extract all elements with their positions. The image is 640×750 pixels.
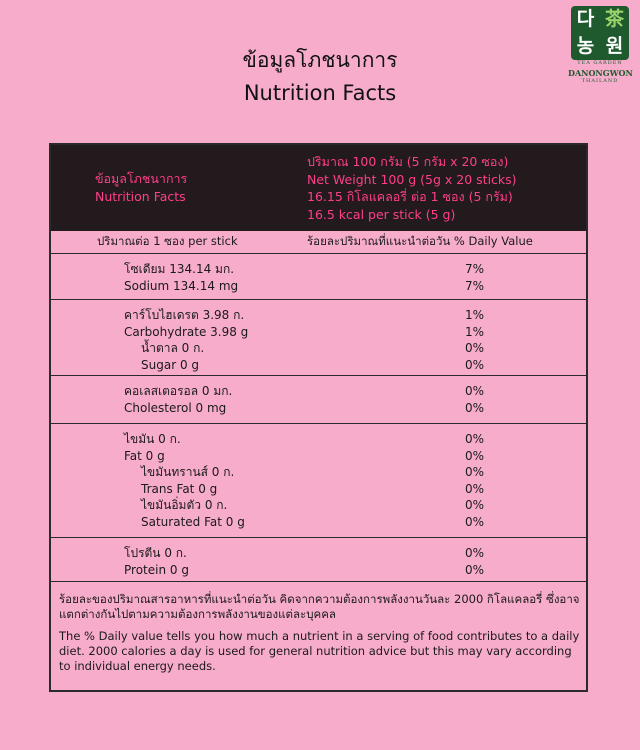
logo-glyph: 茶 (604, 8, 624, 30)
daily-value-percent: 7% (465, 278, 485, 293)
daily-value-percent: 1% (465, 324, 485, 339)
nutrient-row: Saturated Fat 0 g 0% (51, 514, 586, 531)
logo-glyph: 다 (576, 8, 595, 30)
nutrient-name: Protein 0 g (124, 562, 189, 577)
title-thai: ข้อมูลโภชนาการ (242, 48, 398, 72)
calories-thai: 16.15 กิโลแคลอรี่ ต่อ 1 ซอง (5 กรัม) (307, 189, 513, 204)
nutrient-row: โซเดียม 134.14 มก. 7% (51, 261, 586, 278)
nutrient-name: โปรตีน 0 ก. (124, 546, 187, 560)
logo-glyph: 농 (576, 35, 595, 57)
daily-value-percent: 1% (465, 308, 485, 322)
logo-mark: 다 茶 농 원 (571, 6, 629, 60)
daily-value-percent: 0% (465, 498, 485, 512)
daily-value-percent: 0% (465, 562, 485, 577)
nutrient-row: Carbohydrate 3.98 g 1% (51, 324, 586, 341)
footnote: ร้อยละของปริมาณสารอาหารที่แนะนำต่อวัน คิ… (51, 582, 586, 674)
nutrient-row: ไขมัน 0 ก. 0% (51, 431, 586, 448)
nutrient-name: น้ำตาล 0 ก. (141, 341, 205, 355)
nutrient-row: ไขมันทรานส์ 0 ก. 0% (51, 464, 586, 481)
logo-brand-name: DANONGWON (568, 68, 633, 78)
column-header-row: ปริมาณต่อ 1 ซอง per stick ร้อยละปริมาณที… (51, 231, 586, 254)
nutrition-facts-panel: ข้อมูลโภชนาการ Nutrition Facts ปริมาณ 10… (49, 143, 588, 692)
panel-header: ข้อมูลโภชนาการ Nutrition Facts ปริมาณ 10… (51, 145, 586, 231)
nutrient-section: โซเดียม 134.14 มก. 7% Sodium 134.14 mg 7% (51, 254, 586, 300)
nutrient-row: ไขมันอิ่มตัว 0 ก. 0% (51, 497, 586, 514)
nutrient-row: Sodium 134.14 mg 7% (51, 278, 586, 295)
daily-value-percent: 0% (465, 514, 485, 529)
daily-value-percent: 0% (465, 341, 485, 355)
daily-value-header: ร้อยละปริมาณที่แนะนำต่อวัน % Daily Value (307, 234, 533, 248)
serving-info: ปริมาณ 100 กรัม (5 กรัม x 20 ซอง) Net We… (307, 153, 517, 223)
nutrient-row: Trans Fat 0 g 0% (51, 481, 586, 498)
nutrient-section: คอเลสเตอรอล 0 มก. 0% Cholesterol 0 mg 0% (51, 376, 586, 424)
nutrient-section: คาร์โบไฮเดรต 3.98 ก. 1% Carbohydrate 3.98 … (51, 300, 586, 376)
nutrient-name: ไขมันทรานส์ 0 ก. (141, 465, 235, 479)
daily-value-percent: 0% (465, 481, 485, 496)
nutrient-section: ไขมัน 0 ก. 0% Fat 0 g 0% ไขมันทรานส์ 0 ก. 0% T… (51, 424, 586, 538)
nutrient-name: Sodium 134.14 mg (124, 278, 239, 293)
logo-glyph: 원 (605, 35, 624, 57)
daily-value-percent: 0% (465, 546, 485, 560)
nutrient-name: Sugar 0 g (141, 357, 200, 372)
nutrient-name: Fat 0 g (124, 448, 165, 463)
nutrient-name: คาร์โบไฮเดรต 3.98 ก. (124, 308, 245, 322)
nutrient-sections: โซเดียม 134.14 มก. 7% Sodium 134.14 mg 7% คา… (51, 254, 586, 582)
per-serving-header: ปริมาณต่อ 1 ซอง per stick (97, 234, 238, 248)
daily-value-percent: 0% (465, 357, 485, 372)
nutrient-row: โปรตีน 0 ก. 0% (51, 545, 586, 562)
nutrient-name: Cholesterol 0 mg (124, 400, 227, 415)
calories-english: 16.5 kcal per stick (5 g) (307, 206, 456, 222)
header-label-thai: ข้อมูลโภชนาการ (95, 171, 188, 186)
title-english: Nutrition Facts (243, 81, 397, 105)
footnote-english: The % Daily value tells you how much a n… (59, 629, 580, 673)
page-title: ข้อมูลโภชนาการ Nutrition Facts (0, 44, 640, 110)
daily-value-percent: 0% (465, 384, 485, 398)
nutrient-row: Fat 0 g 0% (51, 448, 586, 465)
nutrient-row: Cholesterol 0 mg 0% (51, 400, 586, 417)
logo-region: THAILAND (581, 78, 619, 84)
nutrient-name: ไขมัน 0 ก. (124, 432, 181, 446)
nutrient-row: คอเลสเตอรอล 0 มก. 0% (51, 383, 586, 400)
net-weight-thai: ปริมาณ 100 กรัม (5 กรัม x 20 ซอง) (307, 154, 509, 169)
header-label: ข้อมูลโภชนาการ Nutrition Facts (51, 170, 307, 206)
nutrient-row: คาร์โบไฮเดรต 3.98 ก. 1% (51, 307, 586, 324)
nutrient-row: Protein 0 g 0% (51, 562, 586, 579)
net-weight-english: Net Weight 100 g (5g x 20 sticks) (307, 171, 517, 187)
brand-logo: 다 茶 농 원 TEA GARDEN DANONGWON THAILAND (568, 6, 633, 84)
daily-value-percent: 0% (465, 465, 485, 479)
nutrient-name: Carbohydrate 3.98 g (124, 324, 249, 339)
nutrient-row: Sugar 0 g 0% (51, 357, 586, 374)
nutrient-section: โปรตีน 0 ก. 0% Protein 0 g 0% (51, 538, 586, 582)
daily-value-percent: 7% (465, 262, 485, 276)
logo-tagline: TEA GARDEN (577, 60, 623, 66)
nutrient-name: โซเดียม 134.14 มก. (124, 262, 235, 276)
nutrient-row: น้ำตาล 0 ก. 0% (51, 340, 586, 357)
nutrient-name: Saturated Fat 0 g (141, 514, 245, 529)
daily-value-percent: 0% (465, 432, 485, 446)
nutrient-name: Trans Fat 0 g (141, 481, 218, 496)
daily-value-percent: 0% (465, 400, 485, 415)
daily-value-percent: 0% (465, 448, 485, 463)
nutrient-name: คอเลสเตอรอล 0 มก. (124, 384, 233, 398)
footnote-thai: ร้อยละของปริมาณสารอาหารที่แนะนำต่อวัน คิ… (59, 592, 580, 621)
nutrient-name: ไขมันอิ่มตัว 0 ก. (141, 498, 228, 512)
header-label-english: Nutrition Facts (95, 189, 186, 204)
